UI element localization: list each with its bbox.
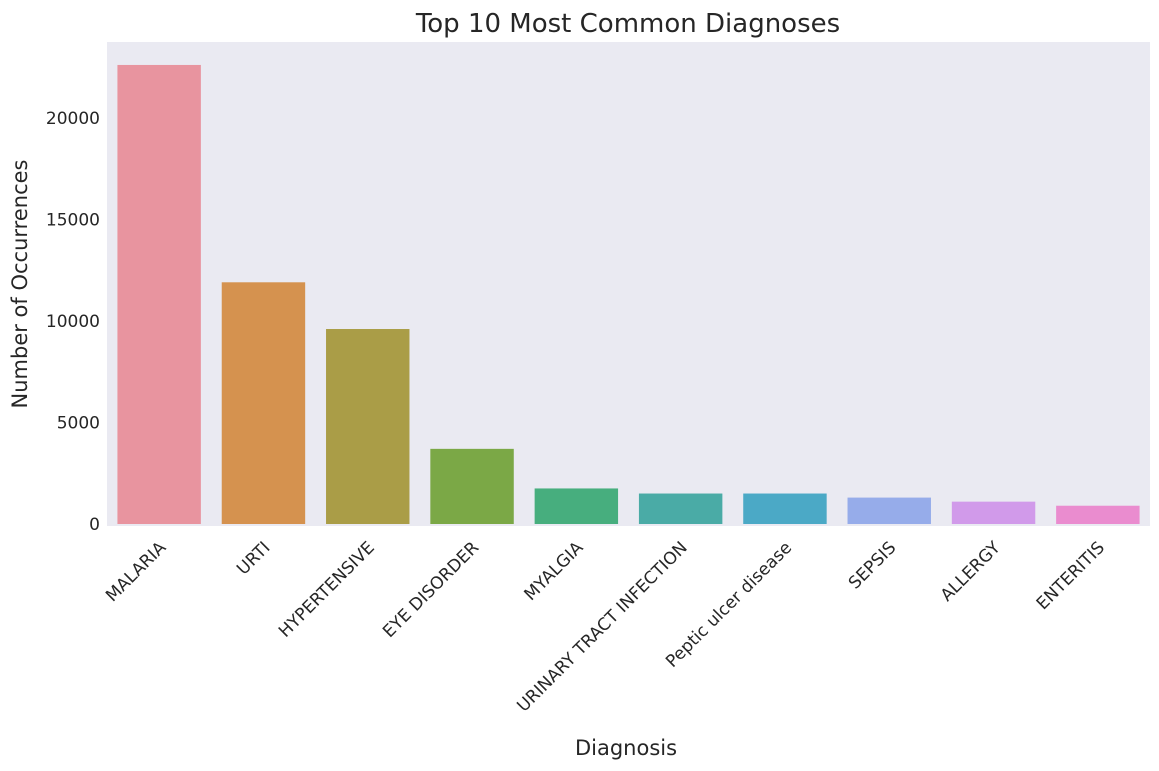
bar-allergy — [951, 501, 1036, 524]
bar-peptic-ulcer-disease — [743, 493, 827, 524]
x-tick-label: MALARIA — [102, 538, 170, 606]
bar-malaria — [117, 64, 201, 524]
x-tick-label: URTI — [233, 538, 274, 579]
x-axis-label: Diagnosis — [575, 736, 677, 760]
y-tick-label: 5000 — [57, 413, 100, 433]
x-tick-label: ENTERITIS — [1033, 538, 1109, 614]
y-tick-label: 20000 — [46, 109, 100, 129]
x-tick-label: EYE DISORDER — [379, 538, 483, 642]
chart-title: Top 10 Most Common Diagnoses — [415, 9, 840, 39]
x-tick-label: SEPSIS — [845, 538, 900, 593]
bars-group — [117, 64, 1140, 524]
x-tick-label: ALLERGY — [937, 537, 1005, 605]
y-tick-label: 0 — [89, 515, 100, 535]
bar-urti — [221, 282, 306, 524]
y-tick-label: 10000 — [46, 312, 100, 332]
y-tick-label: 15000 — [46, 210, 100, 230]
bar-eye-disorder — [430, 448, 514, 524]
y-axis-label: Number of Occurrences — [8, 160, 32, 409]
bar-sepsis — [847, 497, 931, 524]
x-tick-label: HYPERTENSIVE — [275, 538, 379, 642]
x-tick-label: URINARY TRACT INFECTION — [513, 538, 691, 716]
bar-hypertensive — [326, 329, 410, 524]
y-ticks-group: 0 5000 10000 15000 20000 — [46, 109, 100, 535]
x-ticks-group: MALARIA URTI HYPERTENSIVE EYE DISORDER MYALG… — [102, 537, 1109, 716]
x-tick-label: MYALGIA — [520, 538, 587, 605]
bar-urinary-tract-infection — [638, 493, 723, 524]
bar-enteritis — [1056, 505, 1140, 524]
bar-myalgia — [534, 488, 619, 524]
